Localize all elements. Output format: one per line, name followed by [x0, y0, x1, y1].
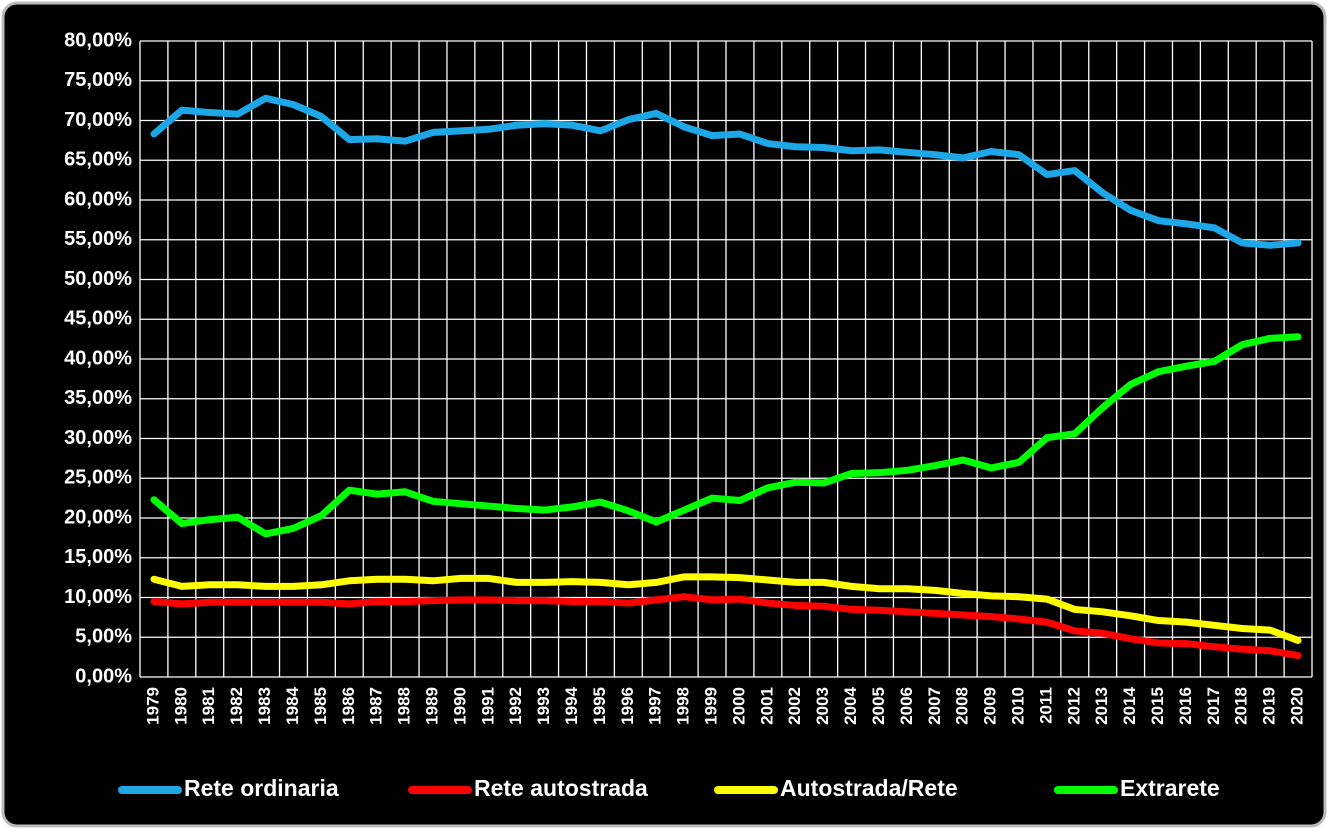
x-tick-label: 1993 — [534, 687, 553, 725]
y-tick-label: 10,00% — [64, 586, 132, 608]
x-tick-label: 1990 — [450, 687, 469, 725]
x-tick-label: 1984 — [283, 686, 302, 724]
x-tick-label: 2013 — [1092, 687, 1111, 725]
x-tick-label: 1999 — [702, 687, 721, 725]
series-line — [150, 593, 1302, 660]
y-tick-label: 20,00% — [64, 506, 132, 528]
x-tick-label: 1992 — [506, 687, 525, 725]
x-tick-label: 2005 — [869, 687, 888, 725]
x-tick-label: 2018 — [1232, 687, 1251, 725]
series-line — [150, 94, 1302, 249]
y-tick-label: 15,00% — [64, 546, 132, 568]
x-tick-label: 2010 — [1008, 687, 1027, 725]
legend-label: Autostrada/Rete — [780, 775, 958, 801]
x-tick-label: 1998 — [674, 687, 693, 725]
x-tick-label: 2012 — [1064, 687, 1083, 725]
x-tick-label: 1983 — [255, 687, 274, 725]
x-tick-label: 1979 — [143, 687, 162, 725]
x-tick-label: 2020 — [1288, 687, 1307, 725]
x-tick-label: 2019 — [1260, 687, 1279, 725]
y-tick-label: 55,00% — [64, 228, 132, 250]
x-tick-label: 2015 — [1148, 687, 1167, 725]
x-tick-label: 1995 — [590, 687, 609, 725]
x-tick-label: 2000 — [729, 687, 748, 725]
y-tick-label: 45,00% — [64, 308, 132, 330]
x-tick-label: 2002 — [785, 687, 804, 725]
x-tick-label: 1981 — [199, 687, 218, 725]
y-tick-label: 80,00% — [64, 29, 132, 51]
y-tick-label: 0,00% — [75, 665, 132, 687]
x-tick-label: 2001 — [757, 687, 776, 725]
x-tick-label: 1987 — [367, 687, 386, 725]
y-tick-label: 65,00% — [64, 149, 132, 171]
legend-label: Rete ordinaria — [184, 775, 339, 801]
x-tick-label: 2008 — [953, 687, 972, 725]
legend-label: Rete autostrada — [474, 775, 648, 801]
x-tick-label: 2017 — [1204, 687, 1223, 725]
y-tick-label: 70,00% — [64, 109, 132, 131]
x-tick-label: 1994 — [562, 686, 581, 724]
y-tick-label: 5,00% — [75, 626, 132, 648]
x-tick-label: 2009 — [981, 687, 1000, 725]
x-tick-label: 1982 — [227, 687, 246, 725]
y-tick-label: 75,00% — [64, 69, 132, 91]
x-tick-label: 1980 — [171, 687, 190, 725]
x-tick-label: 2004 — [841, 686, 860, 724]
x-tick-label: 2006 — [897, 687, 916, 725]
y-tick-label: 35,00% — [64, 387, 132, 409]
x-tick-label: 1996 — [618, 687, 637, 725]
legend-label: Extrarete — [1120, 775, 1220, 801]
x-tick-label: 2014 — [1120, 686, 1139, 724]
x-tick-label: 2011 — [1036, 687, 1055, 724]
x-tick-label: 1989 — [422, 687, 441, 725]
x-tick-label: 1985 — [311, 687, 330, 725]
x-tick-label: 1986 — [339, 687, 358, 725]
x-tick-label: 2003 — [813, 687, 832, 725]
series-line — [150, 573, 1302, 644]
x-tick-label: 2016 — [1176, 687, 1195, 725]
x-tick-label: 2007 — [925, 687, 944, 725]
series-line — [150, 333, 1302, 538]
y-tick-label: 60,00% — [64, 188, 132, 210]
y-tick-label: 50,00% — [64, 268, 132, 290]
x-tick-label: 1988 — [395, 687, 414, 725]
x-tick-label: 1997 — [646, 687, 665, 725]
x-tick-label: 1991 — [478, 687, 497, 725]
y-tick-label: 25,00% — [64, 467, 132, 489]
y-tick-label: 40,00% — [64, 347, 132, 369]
y-tick-label: 30,00% — [64, 427, 132, 449]
